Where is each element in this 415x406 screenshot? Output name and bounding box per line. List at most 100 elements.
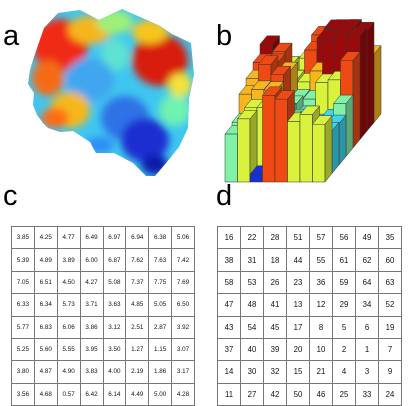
value-cell: 0.57 — [56, 382, 81, 406]
rank-cell: 38 — [217, 248, 241, 272]
rank-cell: 44 — [286, 248, 310, 272]
rank-cell: 35 — [378, 225, 402, 250]
grid-row: 3.56 4.68 0.57 6.42 6.14 4.49 5.00 4.28 — [11, 382, 195, 406]
grid-row: 43 54 45 17 8 5 6 19 — [217, 315, 402, 339]
rank-cell: 6 — [355, 315, 379, 339]
bar-top-face — [299, 105, 321, 115]
value-grid-c: 3.85 4.25 4.77 6.49 6.97 6.94 6.38 5.06 5.39 4.89… — [11, 225, 195, 406]
rank-cell: 15 — [286, 360, 310, 384]
rank-cell: 11 — [217, 382, 241, 406]
value-cell: 3.83 — [79, 360, 104, 384]
rank-cell: 14 — [217, 360, 241, 384]
rank-cell: 63 — [378, 270, 402, 295]
panel-label-d: d — [216, 180, 233, 212]
bar-top-face — [346, 26, 368, 36]
value-cell: 5.55 — [56, 337, 81, 362]
bar-top-face — [259, 35, 281, 45]
value-cell: 5.39 — [11, 248, 35, 272]
rank-cell: 61 — [332, 248, 356, 272]
bar-top-face — [270, 65, 292, 75]
grid-row: 5.77 6.83 6.06 3.86 3.12 2.51 2.87 3.92 — [11, 315, 195, 339]
rank-cell: 13 — [286, 293, 310, 317]
rank-cell: 49 — [355, 225, 379, 250]
grid-row: 3.80 4.87 4.90 3.83 4.00 2.19 1.86 3.17 — [11, 360, 195, 384]
rank-cell: 56 — [332, 225, 356, 250]
rank-cell: 64 — [355, 270, 379, 295]
rank-cell: 51 — [286, 225, 310, 250]
bar-front-face — [274, 98, 288, 183]
rank-cell: 58 — [217, 270, 241, 295]
grid-row: 37 40 39 20 10 2 1 7 — [217, 337, 402, 362]
value-cell: 7.69 — [171, 270, 195, 295]
bar-top-face — [339, 51, 361, 61]
bar-side-face — [324, 115, 333, 183]
grid-row: 6.33 6.34 5.73 3.71 3.63 4.85 5.05 6.50 — [11, 293, 195, 317]
value-cell: 1.86 — [148, 360, 173, 384]
bar-field-3d — [224, 18, 382, 183]
rank-cell: 53 — [240, 270, 264, 295]
rank-cell: 5 — [332, 315, 356, 339]
grid-row: 14 30 32 15 21 4 3 9 — [217, 360, 402, 384]
rank-cell: 19 — [378, 315, 402, 339]
value-cell: 6.06 — [56, 315, 81, 339]
value-cell: 4.25 — [33, 225, 58, 250]
value-cell: 6.49 — [79, 225, 104, 250]
rank-cell: 24 — [378, 382, 402, 406]
rank-cell: 41 — [263, 293, 287, 317]
value-cell: 6.38 — [148, 225, 173, 250]
terrain-heatmap — [28, 9, 194, 176]
rank-cell: 50 — [286, 382, 310, 406]
bar-top-face — [257, 55, 279, 65]
value-cell: 2.19 — [125, 360, 150, 384]
bar-top-face — [271, 42, 293, 52]
rank-cell: 39 — [263, 337, 287, 362]
value-cell: 2.51 — [125, 315, 150, 339]
rank-cell: 7 — [378, 337, 402, 362]
rank-cell: 21 — [309, 360, 333, 384]
bar-top-face — [274, 90, 296, 100]
grid-row: 5.39 4.89 3.89 6.00 6.87 7.62 7.63 7.42 — [11, 248, 195, 272]
bar-side-face — [366, 21, 375, 132]
value-cell: 4.28 — [171, 382, 195, 406]
value-cell: 7.63 — [148, 248, 173, 272]
rank-cell: 8 — [309, 315, 333, 339]
value-cell: 4.27 — [79, 270, 104, 295]
value-cell: 3.92 — [171, 315, 195, 339]
bar-top-face — [332, 94, 354, 104]
grid-row: 11 27 42 50 46 25 33 24 — [217, 382, 402, 406]
value-cell: 6.83 — [33, 315, 58, 339]
rank-cell: 40 — [240, 337, 264, 362]
grid-row: 47 48 41 13 12 29 34 52 — [217, 293, 402, 317]
value-cell: 6.42 — [79, 382, 104, 406]
rank-cell: 60 — [378, 248, 402, 272]
rank-cell: 47 — [217, 293, 241, 317]
value-cell: 3.56 — [11, 382, 35, 406]
rank-cell: 4 — [332, 360, 356, 384]
rank-cell: 32 — [263, 360, 287, 384]
rank-cell: 59 — [332, 270, 356, 295]
rank-cell: 2 — [332, 337, 356, 362]
rank-cell: 48 — [240, 293, 264, 317]
rank-cell: 34 — [355, 293, 379, 317]
rank-cell: 33 — [355, 382, 379, 406]
rank-cell: 9 — [378, 360, 402, 384]
rank-cell: 25 — [332, 382, 356, 406]
rank-cell: 52 — [378, 293, 402, 317]
panel-label-a: a — [3, 20, 20, 52]
rank-cell: 12 — [309, 293, 333, 317]
rank-cell: 31 — [240, 248, 264, 272]
rank-cell: 20 — [286, 337, 310, 362]
rank-cell: 37 — [217, 337, 241, 362]
rank-grid-d: 16 22 28 51 57 56 49 35 38 31 18 44 55 61 62 60 58 53 26 23… — [217, 225, 402, 406]
value-cell: 5.73 — [56, 293, 81, 317]
value-cell: 6.33 — [11, 293, 35, 317]
rank-cell: 17 — [286, 315, 310, 339]
bar-front-face — [299, 114, 313, 183]
grid-row: 38 31 18 44 55 61 62 60 — [217, 248, 402, 272]
grid-row: 7.05 6.51 4.50 4.27 5.08 7.37 7.75 7.69 — [11, 270, 195, 295]
value-cell: 4.89 — [33, 248, 58, 272]
rank-cell: 29 — [332, 293, 356, 317]
value-cell: 7.62 — [125, 248, 150, 272]
rank-cell: 36 — [309, 270, 333, 295]
value-cell: 4.90 — [56, 360, 81, 384]
